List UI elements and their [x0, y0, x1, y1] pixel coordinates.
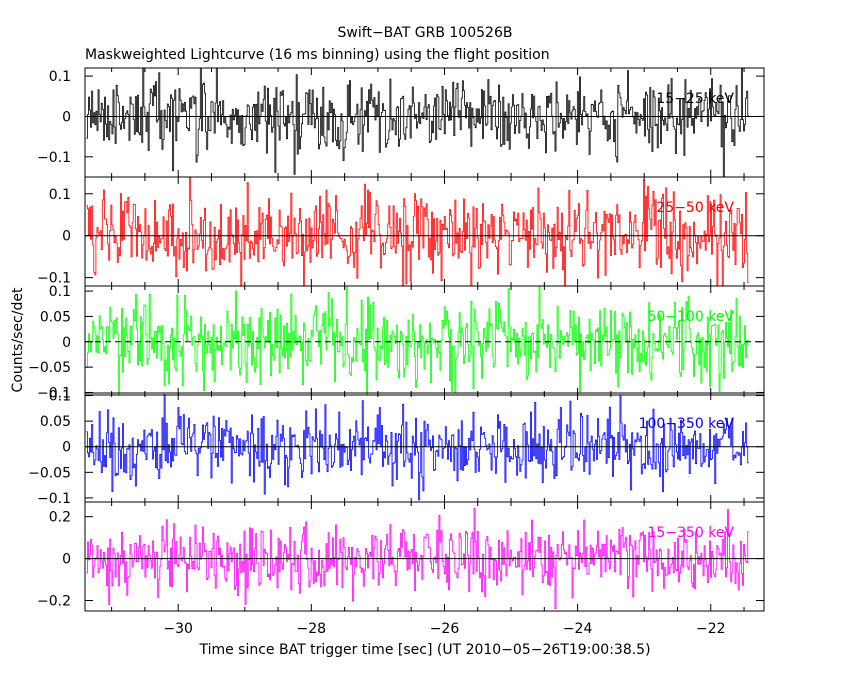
band-label: 15−350 keV: [647, 525, 734, 541]
band-label: 25−50 keV: [656, 200, 734, 216]
band-label: 100−350 keV: [639, 416, 735, 432]
panel-frame: [84, 67, 765, 178]
y-tick-label: 0.05: [40, 309, 71, 325]
y-tick-label: −0.1: [37, 150, 71, 166]
chart-title: Swift−BAT GRB 100526B: [338, 25, 513, 41]
y-tick-label: 0: [62, 552, 71, 568]
panel-1: 0.1 0 −0.1 15−25 keV: [37, 67, 765, 178]
y-tick-label: 0.1: [49, 187, 71, 203]
band-label: 15−25 keV: [656, 91, 734, 107]
panels-layer: 0.1 0 −0.1 15−25 keV 0.1 0 −0.1 25−50 keV 0.1 0.0…: [28, 67, 765, 612]
lightcurve-series: [86, 177, 749, 286]
chart-subtitle: Maskweighted Lightcurve (16 ms binning) …: [85, 47, 550, 63]
y-tick-label: 0: [62, 229, 71, 245]
y-tick-label: 0.1: [49, 389, 71, 405]
band-label: 50−100 keV: [647, 309, 734, 325]
y-tick-label: 0.1: [49, 284, 71, 300]
y-tick-label: 0: [62, 335, 71, 351]
x-axis: −30 −28 −26 −24 −22: [163, 621, 725, 637]
panel-frame: [84, 176, 765, 287]
y-tick-label: 0.2: [49, 510, 71, 526]
y-tick-label: 0: [62, 440, 71, 456]
panel-frame: [84, 501, 765, 612]
lightcurve-series: [86, 394, 749, 501]
x-tick-label: −30: [163, 621, 193, 637]
x-axis-label: Time since BAT trigger time [sec] (UT 20…: [198, 642, 650, 658]
y-tick-label: 0.05: [40, 414, 71, 430]
panel-5: 0.2 0 −0.2 15−350 keV: [37, 501, 765, 612]
lightcurve-series: [86, 507, 749, 610]
y-tick-label: 0: [62, 109, 71, 125]
panel-2: 0.1 0 −0.1 25−50 keV: [37, 176, 765, 287]
lightcurve-series: [86, 286, 749, 395]
x-tick-label: −28: [297, 621, 327, 637]
panel-frame: [84, 285, 765, 396]
y-tick-label: 0.1: [49, 69, 71, 85]
y-tick-label: −0.1: [37, 271, 71, 287]
y-tick-label: −0.2: [37, 594, 71, 610]
y-tick-label: −0.1: [37, 385, 71, 401]
x-tick-label: −24: [563, 621, 593, 637]
y-axis-label: Counts/sec/det: [10, 287, 26, 392]
x-tick-label: −26: [430, 621, 460, 637]
panel-4: 0.1 0.05 0 −0.05 −0.1 100−350 keV: [28, 389, 765, 507]
y-tick-label: −0.05: [28, 465, 71, 481]
x-tick-label: −22: [696, 621, 726, 637]
lightcurve-series: [86, 68, 749, 177]
y-tick-label: −0.1: [37, 491, 71, 507]
panel-3: 0.1 0.05 0 −0.05 −0.1 50−100 keV: [28, 284, 765, 401]
y-tick-label: −0.05: [28, 360, 71, 376]
